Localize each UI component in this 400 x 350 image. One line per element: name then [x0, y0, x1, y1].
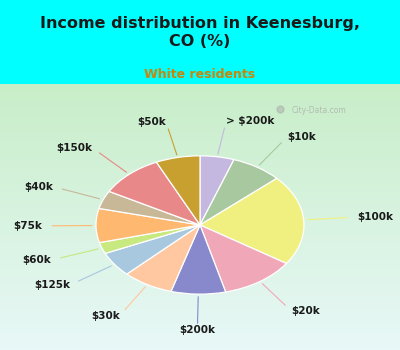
- Wedge shape: [109, 162, 200, 225]
- Text: $40k: $40k: [24, 182, 53, 191]
- Wedge shape: [200, 156, 234, 225]
- Wedge shape: [200, 225, 286, 292]
- Wedge shape: [96, 209, 200, 243]
- Text: $50k: $50k: [137, 117, 166, 127]
- Wedge shape: [200, 178, 304, 264]
- Wedge shape: [200, 160, 277, 225]
- Text: $30k: $30k: [91, 310, 120, 321]
- Text: Income distribution in Keenesburg,
CO (%): Income distribution in Keenesburg, CO (%…: [40, 16, 360, 49]
- Text: $125k: $125k: [34, 280, 70, 290]
- Text: City-Data.com: City-Data.com: [292, 106, 347, 115]
- Text: $20k: $20k: [291, 306, 320, 316]
- Text: > $200k: > $200k: [226, 116, 274, 126]
- Text: $150k: $150k: [56, 143, 92, 153]
- Text: $10k: $10k: [287, 132, 316, 142]
- Wedge shape: [100, 225, 200, 253]
- Wedge shape: [105, 225, 200, 274]
- Wedge shape: [156, 156, 200, 225]
- Wedge shape: [127, 225, 200, 292]
- Wedge shape: [99, 191, 200, 225]
- Wedge shape: [171, 225, 226, 294]
- Text: $200k: $200k: [179, 325, 215, 335]
- Text: $60k: $60k: [22, 255, 51, 265]
- Text: White residents: White residents: [144, 68, 256, 80]
- Text: $100k: $100k: [358, 212, 394, 222]
- Text: $75k: $75k: [13, 221, 42, 231]
